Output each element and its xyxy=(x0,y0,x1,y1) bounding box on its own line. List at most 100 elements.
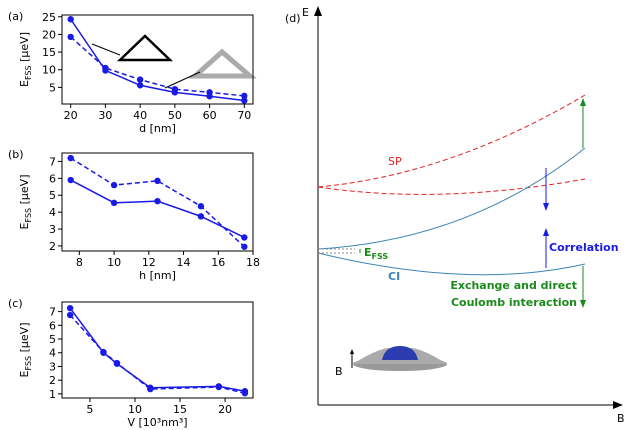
series-line xyxy=(69,307,246,392)
arrowhead xyxy=(350,349,354,354)
y-tick-label: 6 xyxy=(49,172,56,185)
inset-triangle xyxy=(116,34,174,62)
data-point xyxy=(136,82,144,89)
sp-curve xyxy=(317,178,586,195)
data-point xyxy=(197,203,205,210)
exchange-label: Exchange and direct xyxy=(450,279,577,292)
y-tick-label: 3 xyxy=(49,360,56,373)
series-line xyxy=(70,18,245,102)
y-tick-label: 10 xyxy=(42,64,56,77)
data-point xyxy=(66,311,74,319)
panel-label: (a) xyxy=(8,10,23,23)
series-line xyxy=(70,179,245,239)
y-tick-label: 15 xyxy=(42,46,56,59)
y-tick-label: 25 xyxy=(42,11,56,24)
y-tick-label: 20 xyxy=(42,28,56,41)
y-tick-label: 4 xyxy=(49,347,56,360)
x-axis-label: d [nm] xyxy=(139,122,176,135)
data-point xyxy=(110,199,118,207)
y-label-unit: [μeV] xyxy=(18,32,31,65)
data-point xyxy=(241,243,248,250)
panel-d: (d) E B SP CI Correlation EFSS Exchange … xyxy=(285,6,625,425)
sp-curve xyxy=(317,94,586,188)
x-tick-label: 20 xyxy=(218,403,232,416)
data-point xyxy=(147,385,154,393)
y-tick-label: 6 xyxy=(49,319,56,332)
y-tick-label: 5 xyxy=(49,333,56,346)
y-tick-label: 2 xyxy=(49,240,56,253)
data-point xyxy=(197,213,205,220)
x-tick-label: 12 xyxy=(142,256,156,269)
x-tick-label: 16 xyxy=(211,256,225,269)
x-axis-label: V [10³nm³] xyxy=(127,416,187,429)
data-point xyxy=(206,89,213,96)
y-axis-label: EFSS [μeV] xyxy=(18,175,33,230)
pointer xyxy=(91,43,121,56)
data-point xyxy=(241,97,248,104)
x-tick-label: 14 xyxy=(177,256,191,269)
pointer xyxy=(164,71,201,89)
x-tick-label: 10 xyxy=(107,256,121,269)
panel-label: (c) xyxy=(8,297,23,310)
data-point xyxy=(241,92,248,100)
data-point xyxy=(136,76,144,83)
ci-curve xyxy=(317,252,586,276)
data-point xyxy=(241,234,248,241)
panel-label: (b) xyxy=(8,148,24,161)
arrowhead xyxy=(543,203,549,211)
series-line xyxy=(70,157,245,248)
y-label-sub: FSS xyxy=(24,208,33,223)
efss-main: E xyxy=(364,246,372,259)
x-tick-label: 40 xyxy=(133,109,147,122)
y-label-sub: FSS xyxy=(24,356,33,371)
y-tick-label: 3 xyxy=(49,223,56,236)
arrowhead xyxy=(580,300,586,308)
correlation-label: Correlation xyxy=(549,241,619,254)
sp-label: SP xyxy=(388,155,402,168)
y-tick-label: 1 xyxy=(49,388,56,401)
axis-label: B xyxy=(617,412,625,425)
efss-sub: FSS xyxy=(372,252,389,261)
y-label-unit: [μeV] xyxy=(18,323,31,356)
x-tick-label: 10 xyxy=(128,403,142,416)
data-point xyxy=(100,348,107,356)
efss-label: EFSS xyxy=(364,246,388,261)
data-point xyxy=(110,181,118,189)
x-tick-label: 60 xyxy=(203,109,217,122)
data-point xyxy=(66,304,74,312)
qd-dome xyxy=(382,346,418,360)
y-label-sub: FSS xyxy=(24,65,33,80)
y-label-unit: [μeV] xyxy=(18,175,31,208)
panel-label: (d) xyxy=(285,12,301,25)
y-label-main: E xyxy=(18,222,31,229)
inset-blurred-triangle xyxy=(188,48,257,79)
data-point xyxy=(171,85,179,93)
arrowhead xyxy=(314,6,322,16)
data-point xyxy=(67,16,74,23)
x-tick-label: 30 xyxy=(98,109,112,122)
y-tick-label: 4 xyxy=(49,206,56,219)
arrowhead xyxy=(580,98,586,106)
data-point xyxy=(67,176,74,184)
y-tick-label: 5 xyxy=(49,81,56,94)
plot-frame xyxy=(61,301,254,399)
y-tick-label: 7 xyxy=(49,306,56,319)
data-point xyxy=(67,33,74,41)
data-point xyxy=(215,383,222,391)
ci-label: CI xyxy=(388,270,400,283)
data-point xyxy=(102,64,109,72)
field-label: B xyxy=(335,365,343,378)
data-point xyxy=(67,154,74,162)
x-tick-label: 8 xyxy=(76,256,83,269)
y-label-main: E xyxy=(18,80,31,87)
x-tick-label: 20 xyxy=(64,109,78,122)
y-axis-label: EFSS [μeV] xyxy=(18,323,33,378)
arrowhead xyxy=(613,401,623,409)
plot-frame xyxy=(61,152,254,252)
arrowhead xyxy=(543,228,549,236)
plot-frame xyxy=(61,14,254,105)
y-axis-label: EFSS [μeV] xyxy=(18,32,33,87)
series-line xyxy=(69,314,246,394)
y-label-main: E xyxy=(18,370,31,377)
